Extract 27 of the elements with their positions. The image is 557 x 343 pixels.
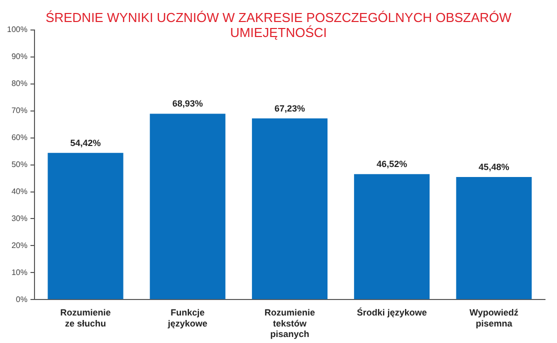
y-tick-label: 20% (11, 240, 28, 250)
data-label: 45,48% (478, 162, 510, 172)
y-tick-label: 50% (11, 160, 28, 170)
bar (354, 174, 430, 300)
x-tick-label: Rozumienie tekstów pisanych (264, 307, 315, 340)
y-tick-label: 0% (16, 294, 28, 304)
y-tick-label: 100% (6, 25, 28, 34)
x-tick-label: Środki językowe (356, 307, 427, 318)
y-tick-label: 40% (11, 186, 28, 196)
y-tick-label: 80% (11, 79, 28, 88)
x-tick-label: Wypowiedź pisemna (470, 307, 519, 328)
bar (456, 176, 532, 300)
data-label: 46,52% (376, 159, 408, 170)
bar (252, 118, 328, 300)
data-label: 54,42% (70, 138, 101, 148)
x-tick-label: Rozumienie ze słuchu (60, 307, 111, 328)
y-tick-label: 30% (11, 214, 28, 223)
y-tick-label: 60% (11, 133, 28, 142)
x-tick-label: Funkcje językowe (166, 307, 208, 328)
data-label: 68,93% (172, 98, 203, 109)
bar (150, 114, 226, 300)
data-label: 67,23% (274, 103, 305, 114)
bar (48, 152, 124, 300)
y-tick-label: 90% (11, 52, 28, 62)
y-tick-label: 70% (11, 106, 28, 116)
chart-title: ŚREDNIE WYNIKI UCZNIÓW W ZAKRESIE POSZCZEGÓLNYCH OBSZARÓW UMIEJĘTNOŚCI (46, 10, 512, 40)
y-tick-label: 10% (11, 268, 28, 277)
